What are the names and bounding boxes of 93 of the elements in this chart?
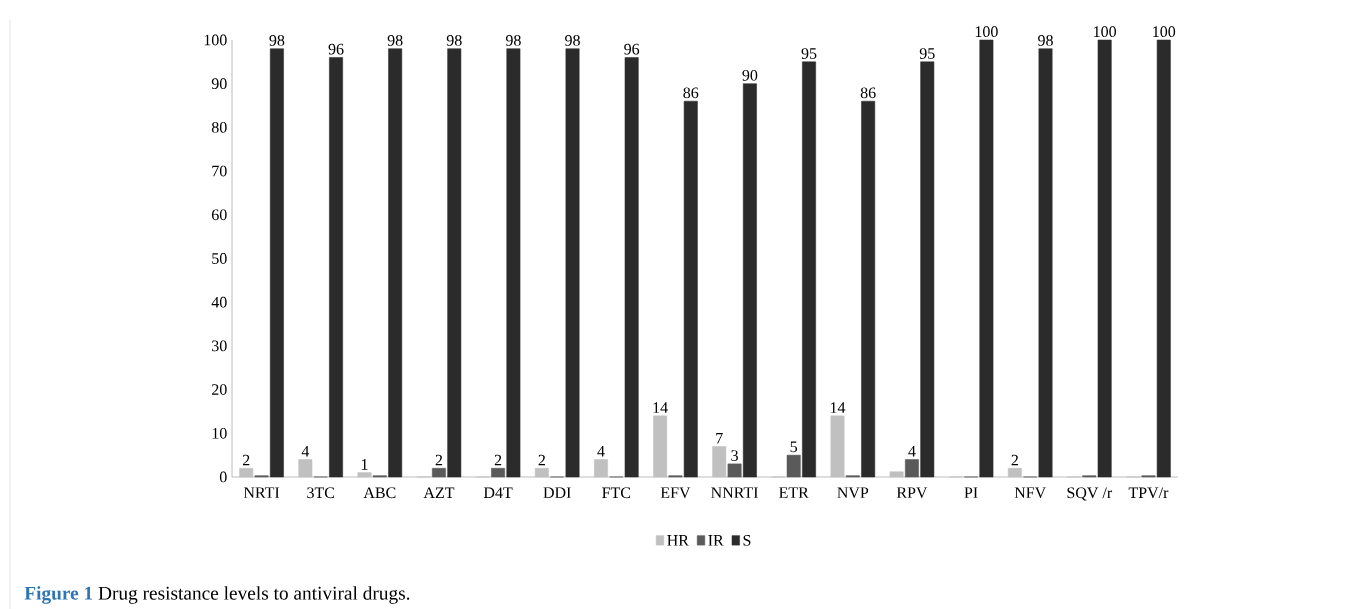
- bar: [1156, 39, 1171, 478]
- bar: [447, 48, 462, 478]
- x-tick-label: NFV: [1014, 487, 1047, 498]
- data-label: 98: [565, 34, 580, 46]
- bar: [594, 459, 608, 478]
- x-tick-label: SQV /r: [1067, 487, 1113, 501]
- bar: [357, 472, 372, 478]
- y-tick-label: 100: [204, 34, 227, 46]
- data-label: 5: [790, 441, 798, 453]
- bar: [1038, 48, 1053, 478]
- y-tick-label: 80: [211, 121, 227, 133]
- caption: Figure 1: [24, 586, 93, 604]
- data-label: 100: [975, 26, 998, 37]
- data-label: 2: [435, 454, 443, 466]
- legend-label: S: [743, 534, 751, 546]
- data-label: 95: [801, 48, 817, 59]
- bar: [786, 454, 801, 478]
- x-tick-label: AZT: [423, 487, 455, 498]
- bar: [712, 446, 727, 478]
- bar: [653, 415, 668, 478]
- data-label: 98: [387, 34, 403, 46]
- x-tick-label: ETR: [779, 487, 809, 498]
- x-tick-label: ABC: [363, 487, 396, 498]
- data-label: 2: [242, 454, 250, 466]
- data-label: 100: [1153, 26, 1176, 37]
- data-label: 14: [830, 402, 846, 413]
- data-label: 2: [494, 454, 502, 466]
- bar: [830, 415, 845, 478]
- bar: [742, 83, 757, 478]
- data-label: 4: [301, 445, 310, 457]
- bar: [432, 467, 446, 478]
- bar: [683, 100, 698, 478]
- bar: [861, 100, 876, 478]
- bar: [920, 61, 935, 478]
- text: Drug resistance levels to antiviral drugs.: [98, 586, 410, 604]
- data-label: 14: [653, 402, 668, 413]
- bar: [298, 459, 313, 478]
- data-label: 95: [919, 48, 935, 59]
- data-label: 1: [361, 459, 368, 470]
- x-tick-label: D4T: [483, 487, 513, 498]
- bar: [565, 48, 580, 478]
- bar: [329, 57, 343, 478]
- legend-label: IR: [708, 534, 724, 546]
- x-tick-label: NVP: [837, 487, 869, 498]
- bar: [506, 48, 521, 478]
- bar: [1007, 467, 1022, 478]
- x-tick-label: PI: [964, 487, 978, 498]
- bar: [534, 467, 549, 478]
- data-label: 2: [1011, 454, 1018, 466]
- bar: [727, 463, 742, 478]
- y-tick-label: 70: [212, 165, 227, 177]
- bar: [388, 48, 403, 478]
- data-label: 98: [269, 34, 285, 46]
- data-label: 86: [683, 87, 699, 99]
- data-label: 2: [538, 454, 545, 466]
- x-tick-label: DDI: [543, 487, 571, 498]
- x-tick-label: FTC: [602, 487, 631, 498]
- bar: [802, 61, 816, 478]
- bar: [979, 39, 994, 478]
- data-label: 96: [624, 43, 640, 55]
- y-tick-label: 10: [212, 427, 227, 439]
- data-label: 90: [742, 69, 758, 81]
- data-label: 98: [1038, 34, 1053, 46]
- bar: [889, 471, 904, 478]
- y-tick-label: 60: [211, 209, 227, 221]
- y-tick-label: 30: [212, 340, 227, 352]
- legend-label: HR: [667, 534, 689, 546]
- data-label: 100: [1094, 26, 1117, 37]
- y-tick-label: 40: [211, 296, 227, 308]
- x-tick-label: 3TC: [307, 487, 335, 498]
- data-label: 96: [328, 43, 344, 55]
- data-label: 3: [731, 450, 738, 461]
- bar: [491, 467, 506, 478]
- y-tick-label: 90: [211, 78, 227, 89]
- x-tick-label: RPV: [896, 487, 928, 498]
- x-tick-label: NRTI: [243, 487, 280, 498]
- bar: [905, 459, 919, 478]
- x-tick-label: EFV: [660, 487, 691, 498]
- bar: [269, 48, 284, 478]
- data-label: 7: [716, 432, 723, 444]
- x-tick-label: NNRTI: [711, 487, 758, 498]
- y-tick-label: 0: [219, 471, 227, 483]
- data-label: 86: [860, 87, 876, 99]
- y-tick-label: 20: [212, 384, 227, 395]
- data-label: 98: [505, 34, 521, 46]
- x-tick-label: TPV/r: [1128, 487, 1169, 499]
- data-label: 98: [446, 34, 462, 46]
- bar: [239, 467, 254, 478]
- y-tick-label: 50: [212, 252, 227, 264]
- data-label: 4: [908, 445, 916, 457]
- bar: [1097, 39, 1112, 478]
- bar: [624, 57, 639, 478]
- data-label: 4: [597, 445, 605, 457]
